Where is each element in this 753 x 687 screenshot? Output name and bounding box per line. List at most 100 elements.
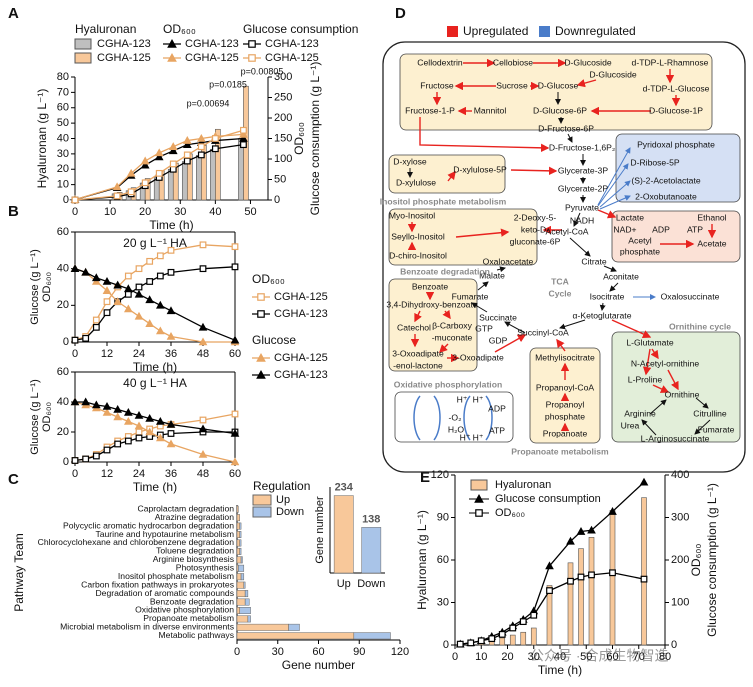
bar	[196, 155, 202, 201]
metabolite: Glycerate-2P	[558, 183, 608, 193]
x-tick-label: 36	[165, 468, 177, 480]
bar	[520, 631, 527, 646]
arrow	[494, 334, 527, 353]
metabolite: Propanoate	[543, 428, 588, 438]
arrow	[419, 117, 550, 153]
marker-triangle	[123, 407, 133, 416]
bar	[641, 497, 647, 646]
arrow	[641, 419, 657, 436]
x-tick-label: 30	[174, 206, 186, 218]
bar-segment	[236, 623, 289, 631]
y2-tick-label: 300	[671, 511, 689, 523]
legend-swatch	[447, 26, 458, 37]
x-tick-label: 0	[234, 646, 240, 658]
y2-tick-label: 300	[274, 71, 292, 83]
metabolite: D-Glucose-1P	[649, 105, 703, 115]
metabolite: H₂O	[448, 424, 465, 434]
marker-triangle	[576, 526, 586, 535]
bar	[530, 627, 537, 646]
marker-triangle	[230, 428, 240, 437]
arrow	[649, 399, 667, 415]
y-tick-label: 40	[57, 132, 69, 144]
metabolite: Oxaloacetate	[483, 256, 534, 266]
metabolite: Succinyl-CoA	[517, 327, 569, 337]
arrow	[567, 133, 573, 143]
metabolite: D-Glucose	[538, 80, 579, 90]
arrow	[603, 265, 617, 272]
y-axis-label: Glucose (g L⁻¹)	[29, 249, 41, 325]
metabolite: Catechol	[397, 322, 431, 332]
marker-triangle	[545, 561, 554, 570]
marker-square	[124, 290, 132, 298]
marker-square	[467, 639, 475, 647]
marker-square	[211, 145, 219, 153]
category-label: Chlorocyclohexane and chlorobenzene degr…	[38, 537, 235, 547]
module-title: TCA	[551, 276, 569, 286]
module-box	[611, 210, 741, 263]
bar	[567, 562, 574, 646]
module-title: Ornithine cycle	[669, 321, 731, 331]
bar-segment	[236, 531, 240, 538]
marker-triangle	[198, 424, 208, 433]
bar	[578, 548, 584, 646]
y-axis-label: OD₆₀₀	[41, 402, 53, 432]
marker-square	[156, 252, 164, 260]
metabolite: Oxalosuccinate	[661, 291, 720, 301]
bar-segment	[288, 623, 300, 631]
marker-triangle	[123, 284, 133, 293]
marker-square	[135, 434, 143, 442]
metabolite: Fumarate	[698, 424, 735, 434]
marker-triangle	[155, 326, 165, 335]
y-axis-label: Gene number	[314, 496, 326, 564]
arrow	[510, 166, 558, 176]
category-label: Degradation of aromatic compounds	[95, 588, 234, 598]
bar-segment	[244, 598, 250, 606]
module-title: Propanoate metabolism	[511, 446, 609, 456]
y2-tick-label: 200	[274, 112, 292, 124]
marker-triangle	[113, 412, 123, 421]
metabolite: phosphate	[620, 246, 660, 256]
marker-square	[114, 440, 122, 448]
x-tick-label: 30	[528, 651, 540, 663]
metabolite: D-Glucoside	[564, 57, 612, 67]
y2-tick-label: 400	[671, 469, 689, 481]
legend-swatch	[74, 38, 92, 50]
arrow	[667, 369, 679, 391]
marker-square	[135, 283, 143, 291]
x-tick-label: 24	[133, 468, 145, 480]
legend-label: Downregulated	[555, 24, 636, 38]
marker-square	[92, 323, 100, 331]
marker-triangle	[123, 416, 133, 425]
marker-square	[640, 575, 648, 583]
marker-triangle	[145, 413, 155, 422]
marker-square	[127, 188, 135, 196]
metabolite: GDP	[489, 335, 508, 345]
marker-triangle	[167, 52, 177, 62]
bar	[499, 637, 506, 646]
marker-square	[199, 265, 207, 273]
x-tick-label: 60	[229, 468, 241, 480]
marker-triangle	[81, 267, 91, 276]
metabolite: Acetate	[697, 238, 726, 248]
chart-title: 20 g L⁻¹ HA	[123, 236, 187, 250]
module-title: Oxidative phosphorylation	[394, 379, 502, 389]
arrow	[559, 319, 586, 330]
marker-triangle	[113, 404, 123, 413]
marker-square	[211, 135, 219, 142]
marker-square	[124, 272, 132, 280]
bar-segment	[236, 573, 242, 581]
category-label: Polycyclic aromatic hydrocarbon degradat…	[63, 520, 234, 530]
bar-segment	[244, 590, 249, 598]
metabolite: NAD+	[613, 224, 636, 234]
y-tick-label: 10	[57, 179, 69, 191]
x-tick-label: 90	[353, 646, 365, 658]
metabolite: Glycerate-3P	[558, 165, 608, 175]
legend-label: Glucose consumption	[495, 493, 601, 505]
bar-segment	[236, 514, 240, 522]
metabolite: Seyllo-Inositol	[391, 231, 445, 241]
y-tick-label: 20	[57, 426, 69, 438]
bar-segment	[236, 556, 242, 564]
marker-square	[92, 452, 100, 460]
panel-letter: C	[8, 471, 19, 488]
